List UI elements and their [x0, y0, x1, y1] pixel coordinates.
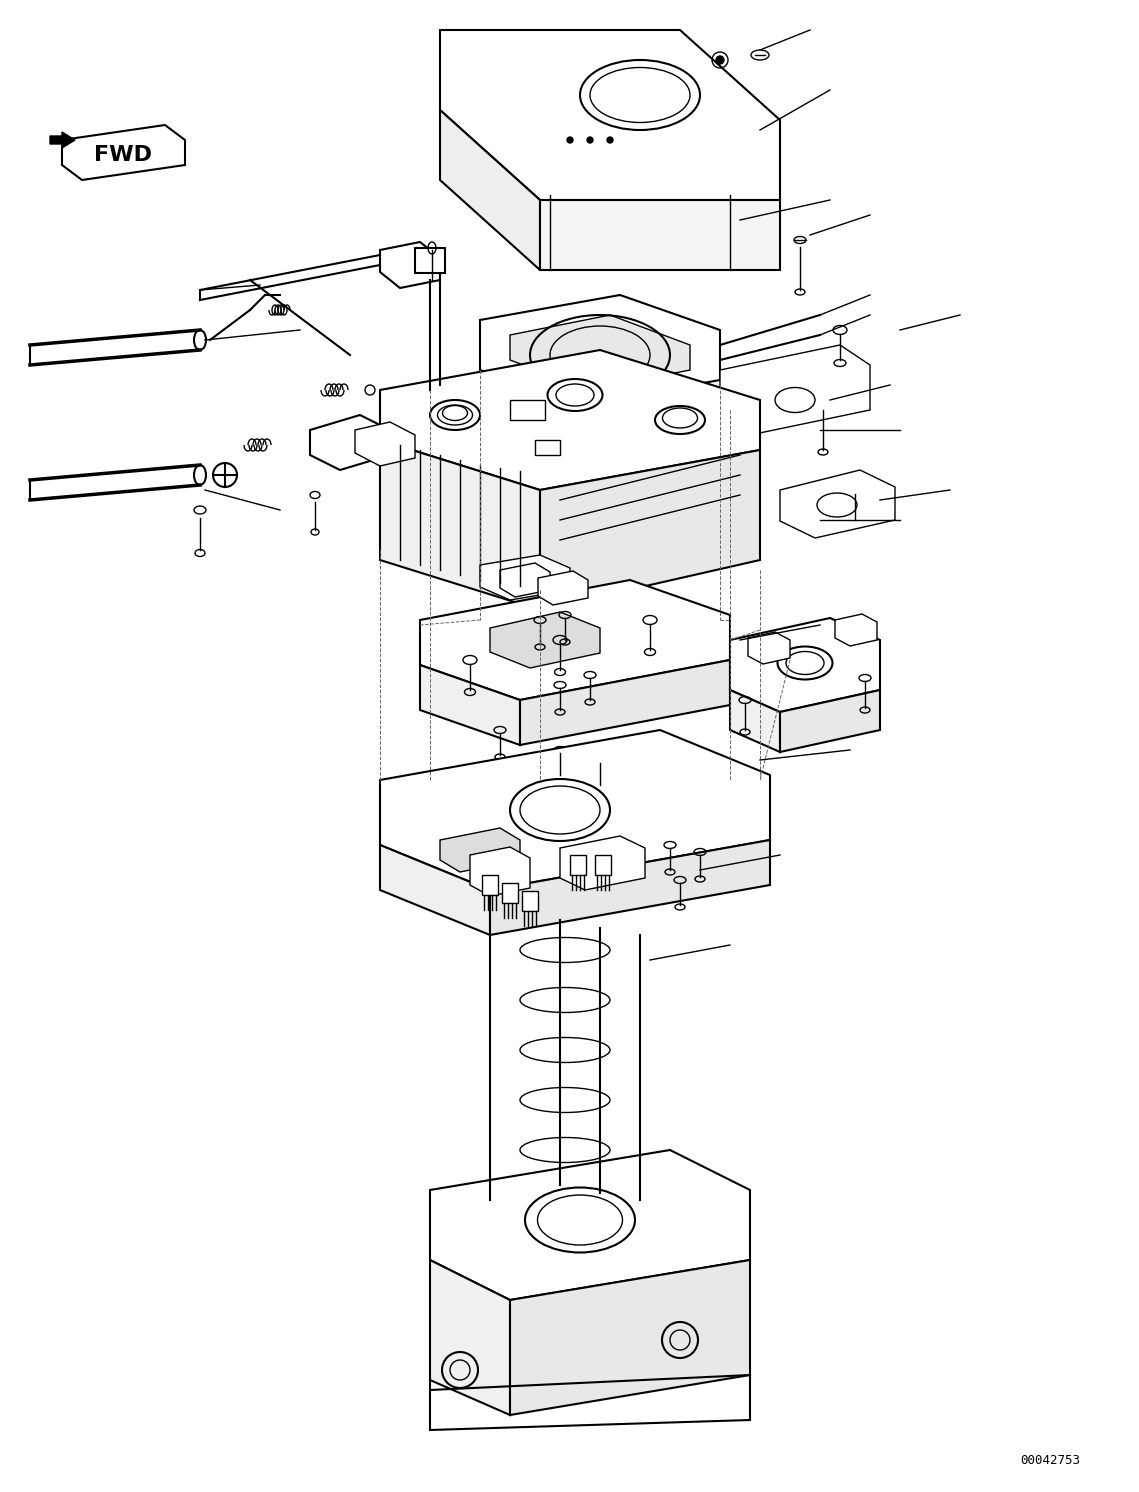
Bar — [415, 248, 445, 273]
Polygon shape — [355, 422, 415, 466]
Polygon shape — [380, 844, 490, 935]
Bar — [595, 855, 611, 874]
Polygon shape — [510, 315, 690, 389]
Polygon shape — [540, 200, 780, 270]
Polygon shape — [480, 555, 570, 600]
Text: 00042753: 00042753 — [1021, 1453, 1080, 1467]
Polygon shape — [490, 612, 600, 668]
Polygon shape — [50, 131, 75, 148]
Polygon shape — [510, 570, 540, 592]
Bar — [522, 891, 538, 912]
Polygon shape — [490, 840, 770, 935]
Polygon shape — [420, 580, 730, 700]
Polygon shape — [835, 615, 877, 646]
Polygon shape — [440, 30, 780, 200]
Circle shape — [716, 57, 724, 64]
Polygon shape — [380, 242, 440, 288]
Bar — [535, 440, 560, 455]
Polygon shape — [431, 1261, 510, 1414]
Polygon shape — [440, 828, 521, 871]
Polygon shape — [540, 451, 760, 610]
Polygon shape — [560, 836, 645, 891]
Circle shape — [607, 137, 613, 143]
Polygon shape — [420, 665, 521, 745]
Text: FWD: FWD — [95, 145, 151, 166]
Polygon shape — [380, 440, 540, 610]
Polygon shape — [310, 415, 390, 470]
Polygon shape — [748, 633, 790, 664]
Polygon shape — [62, 125, 185, 181]
Polygon shape — [730, 618, 880, 712]
Polygon shape — [730, 689, 780, 752]
Polygon shape — [500, 562, 550, 597]
Polygon shape — [510, 1261, 749, 1414]
Circle shape — [587, 137, 593, 143]
Polygon shape — [380, 730, 770, 891]
Polygon shape — [538, 571, 588, 604]
Polygon shape — [780, 689, 880, 752]
Polygon shape — [440, 110, 540, 270]
Polygon shape — [470, 847, 530, 897]
Polygon shape — [780, 470, 895, 539]
Polygon shape — [480, 295, 720, 404]
Polygon shape — [521, 659, 730, 745]
Circle shape — [213, 463, 237, 486]
Bar — [482, 874, 498, 895]
Bar — [502, 883, 518, 903]
Bar — [510, 400, 544, 421]
Polygon shape — [720, 345, 870, 436]
Bar — [570, 855, 585, 874]
Polygon shape — [431, 1150, 749, 1300]
Circle shape — [567, 137, 573, 143]
Polygon shape — [380, 351, 760, 489]
